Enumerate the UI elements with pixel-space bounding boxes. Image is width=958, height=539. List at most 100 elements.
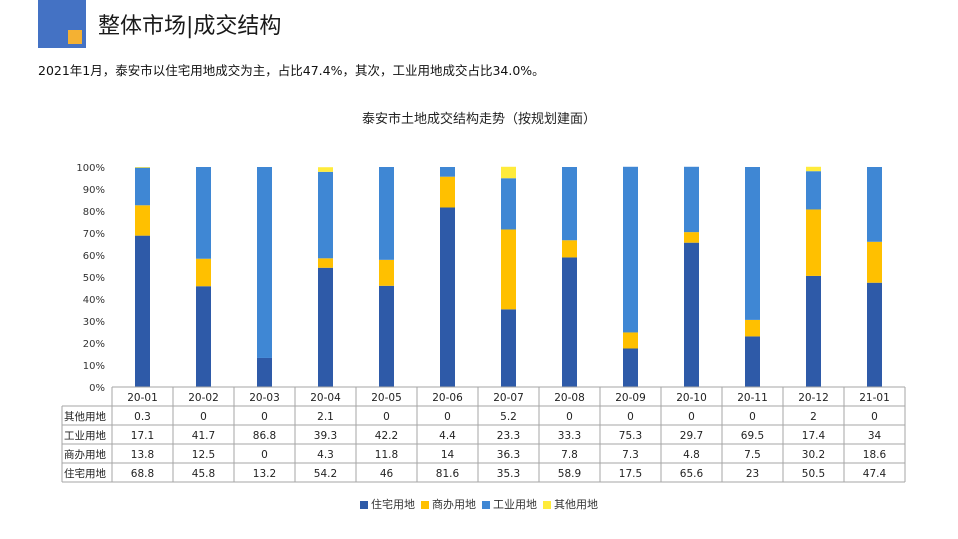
bar-segment <box>806 171 821 210</box>
table-cell: 69.5 <box>741 430 764 442</box>
bar-segment <box>257 357 272 387</box>
bar-segment <box>379 259 394 286</box>
bar-segment <box>562 257 577 387</box>
bar-segment <box>562 167 577 241</box>
table-cell: 7.3 <box>622 449 639 461</box>
bar-segment <box>135 167 150 168</box>
table-cell: 0 <box>444 411 451 423</box>
bar-segment <box>867 282 882 387</box>
bar-segment <box>745 336 760 387</box>
table-cell: 17.4 <box>802 430 826 442</box>
table-cell: 0 <box>200 411 207 423</box>
table-row-label: 工业用地 <box>64 429 106 442</box>
bar-segment <box>318 171 333 259</box>
bar-segment <box>196 286 211 387</box>
bar-segment <box>501 229 516 310</box>
bar-segment <box>806 209 821 276</box>
legend-item: 工业用地 <box>482 496 537 512</box>
table-cell: 4.8 <box>683 449 700 461</box>
legend-swatch <box>482 501 490 509</box>
bar-segment <box>745 319 760 337</box>
table-row-label: 商办用地 <box>64 448 106 461</box>
bar-segment <box>867 241 882 283</box>
table-cell: 18.6 <box>863 449 887 461</box>
table-cell: 0 <box>261 449 268 461</box>
bar-segment <box>684 166 699 233</box>
y-tick-label: 50% <box>83 273 105 284</box>
x-tick-label: 20-11 <box>737 392 768 404</box>
table-cell: 46 <box>380 468 394 480</box>
table-cell: 50.5 <box>802 468 825 480</box>
table-cell: 7.5 <box>744 449 761 461</box>
brand-logo-accent <box>68 30 82 44</box>
bar-segment <box>379 167 394 260</box>
table-cell: 36.3 <box>497 449 520 461</box>
bar-segment <box>501 178 516 230</box>
table-cell: 2.1 <box>317 411 334 423</box>
bar-segment <box>867 167 882 242</box>
bar-segment <box>318 167 333 172</box>
table-cell: 0 <box>688 411 695 423</box>
y-tick-label: 90% <box>83 185 105 196</box>
table-cell: 33.3 <box>558 430 581 442</box>
table-cell: 4.3 <box>317 449 334 461</box>
x-tick-label: 20-06 <box>432 392 463 404</box>
bar-segment <box>745 167 760 320</box>
table-cell: 17.1 <box>131 430 154 442</box>
x-tick-label: 21-01 <box>859 392 890 404</box>
legend-swatch <box>421 501 429 509</box>
table-row-label: 其他用地 <box>64 410 106 423</box>
bar-segment <box>806 275 821 387</box>
y-tick-label: 60% <box>83 251 105 262</box>
bar-segment <box>806 166 821 172</box>
bar-segment <box>440 207 455 387</box>
y-tick-label: 40% <box>83 295 105 306</box>
table-cell: 29.7 <box>680 430 703 442</box>
table-cell: 68.8 <box>131 468 154 480</box>
brand-logo-block <box>38 0 86 48</box>
table-cell: 54.2 <box>314 468 337 480</box>
table-cell: 75.3 <box>619 430 642 442</box>
table-cell: 13.8 <box>131 449 154 461</box>
bar-segment <box>196 258 211 287</box>
bar-segment <box>562 240 577 258</box>
x-tick-label: 20-04 <box>310 392 341 404</box>
table-cell: 0 <box>261 411 268 423</box>
legend-label: 其他用地 <box>554 498 598 511</box>
table-cell: 0 <box>627 411 634 423</box>
table-cell: 23.3 <box>497 430 520 442</box>
table-cell: 34 <box>868 430 882 442</box>
y-tick-label: 0% <box>89 383 105 394</box>
chart-title: 泰安市土地成交结构走势（按规划建面） <box>361 112 596 127</box>
table-cell: 7.8 <box>561 449 578 461</box>
table-cell: 81.6 <box>436 468 460 480</box>
y-tick-label: 30% <box>83 317 105 328</box>
table-cell: 39.3 <box>314 430 337 442</box>
table-cell: 23 <box>746 468 759 480</box>
y-tick-label: 20% <box>83 339 105 350</box>
legend-item: 其他用地 <box>543 496 598 512</box>
table-cell: 0.3 <box>134 411 151 423</box>
table-cell: 30.2 <box>802 449 825 461</box>
bar-segment <box>501 309 516 387</box>
legend-label: 住宅用地 <box>371 498 415 511</box>
legend-label: 工业用地 <box>493 498 537 511</box>
legend-swatch <box>543 501 551 509</box>
bar-segment <box>501 166 516 179</box>
bar-segment <box>318 258 333 268</box>
y-tick-label: 10% <box>83 361 105 372</box>
bar-segment <box>684 232 699 243</box>
x-tick-label: 20-09 <box>615 392 646 404</box>
bar-segment <box>196 167 211 259</box>
x-tick-label: 20-01 <box>127 392 158 404</box>
table-row-label: 住宅用地 <box>64 467 106 480</box>
legend-swatch <box>360 501 368 509</box>
bar-segment <box>623 332 638 349</box>
summary-text: 2021年1月，泰安市以住宅用地成交为主，占比47.4%，其次，工业用地成交占比… <box>38 63 545 78</box>
bar-segment <box>623 348 638 387</box>
table-cell: 5.2 <box>500 411 517 423</box>
table-cell: 2 <box>810 411 817 423</box>
page-title: 整体市场|成交结构 <box>98 14 282 39</box>
bar-segment <box>318 267 333 387</box>
